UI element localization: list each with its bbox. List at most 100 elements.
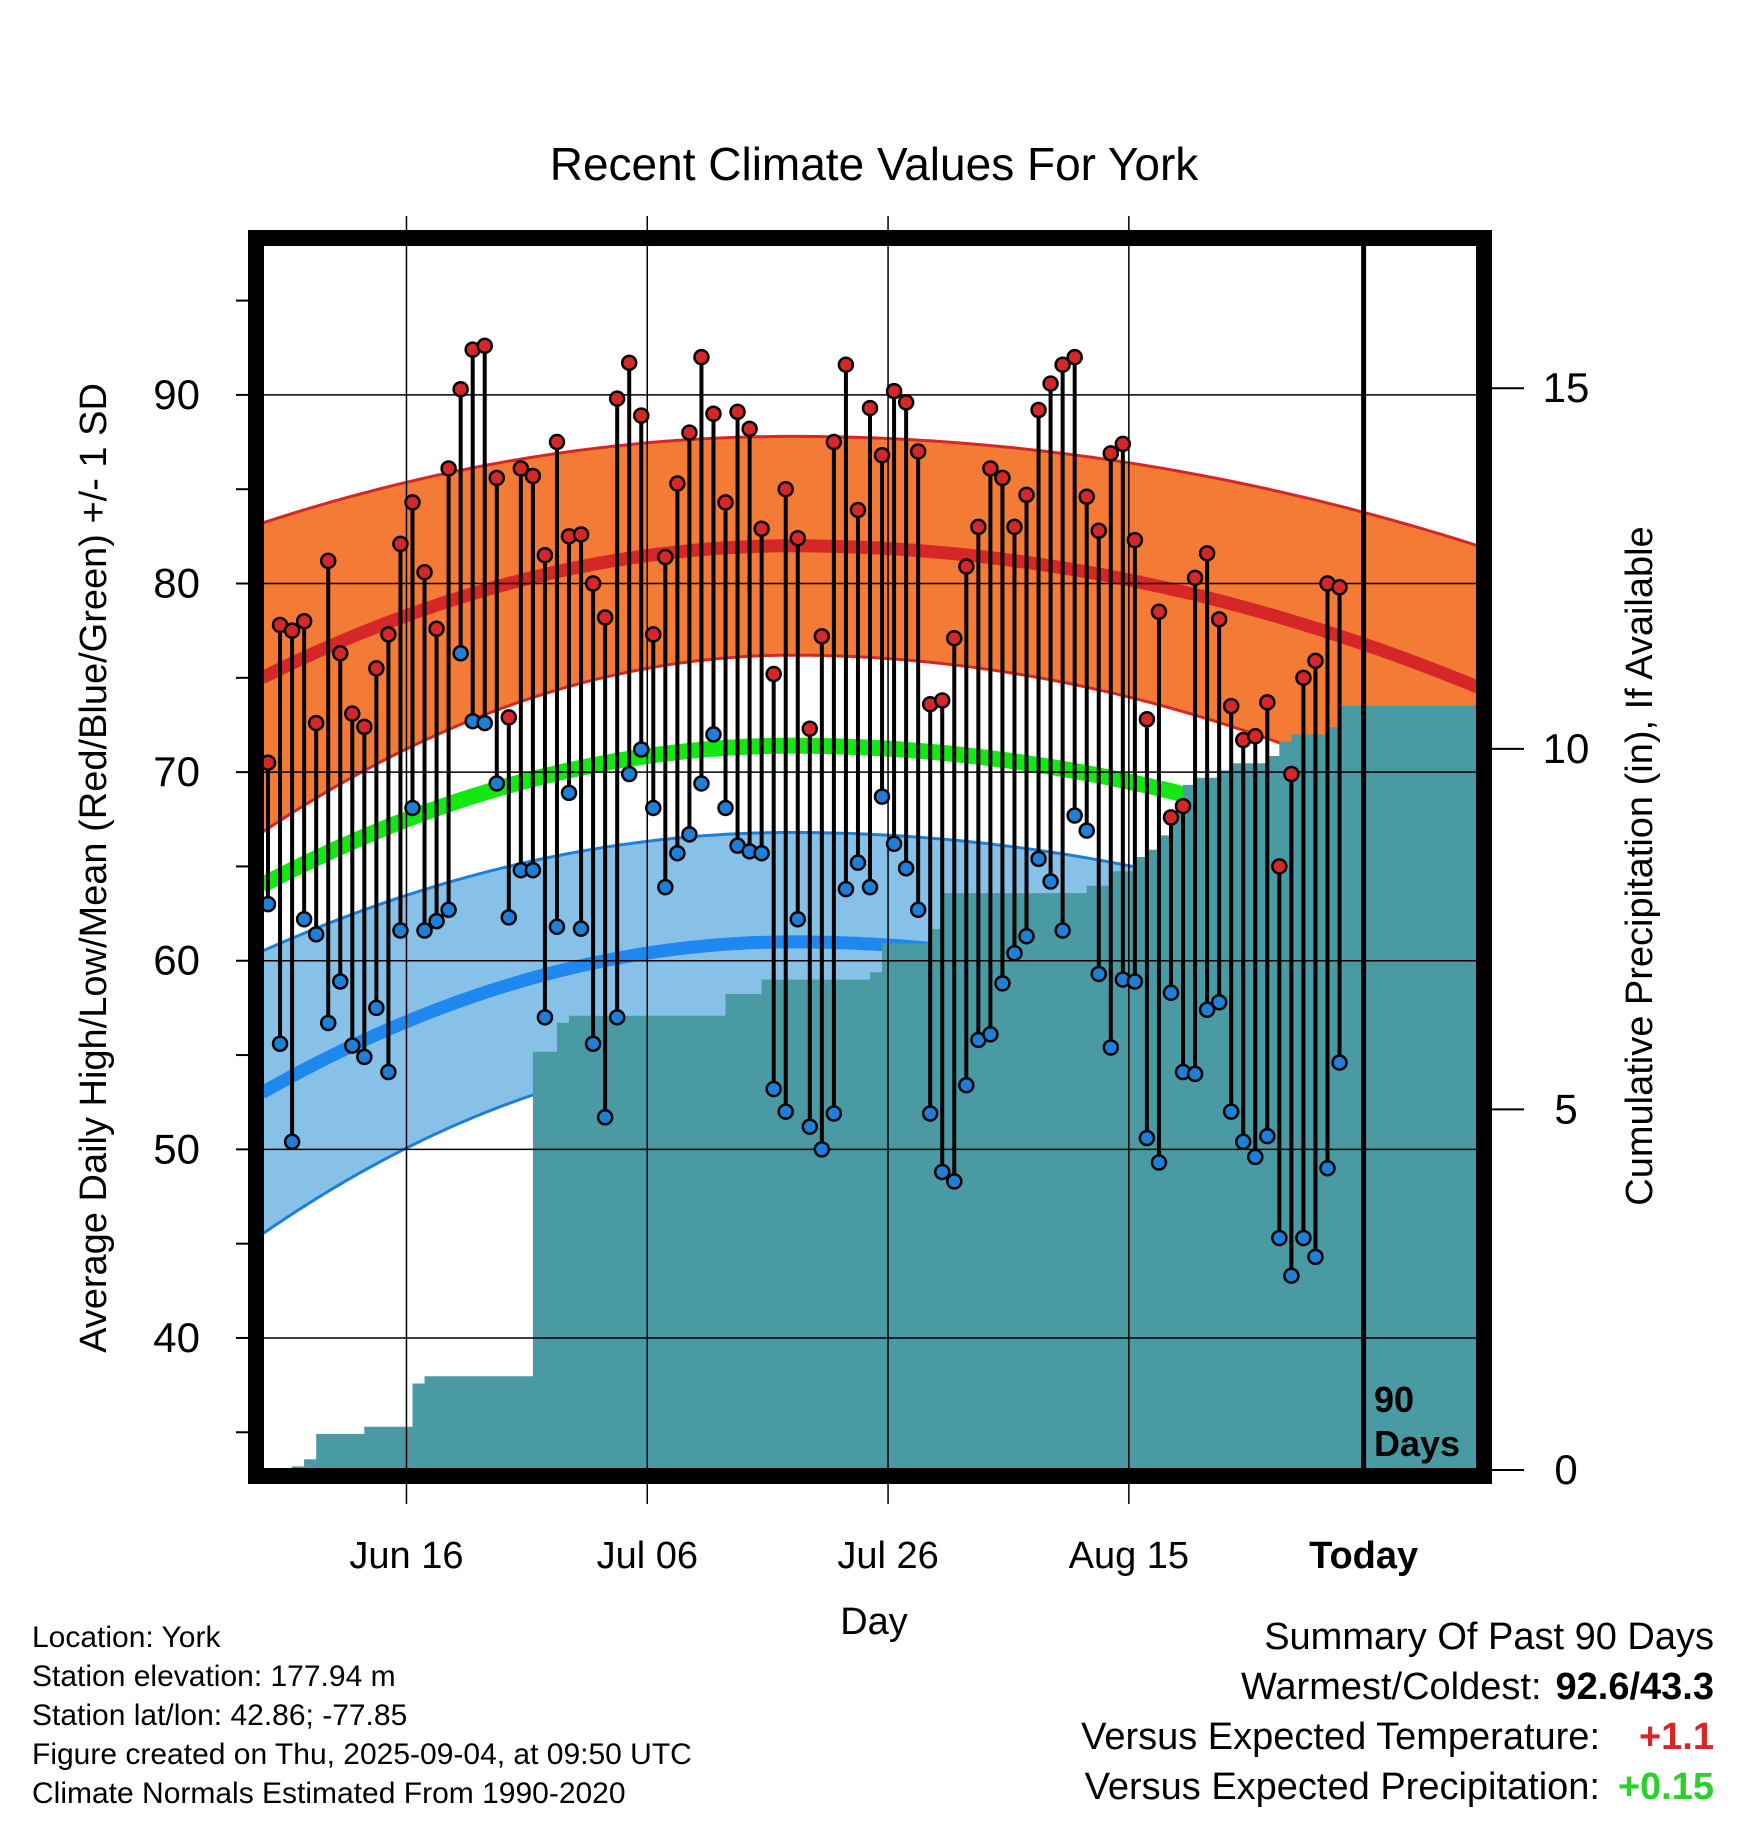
- low-point: [283, 1133, 301, 1151]
- warmest-label: Warmest/Coldest:: [1240, 1666, 1542, 1708]
- normals-text: Climate Normals Estimated From 1990-2020: [32, 1777, 626, 1810]
- high-point: [765, 665, 782, 683]
- plot-frame: [248, 230, 1492, 1484]
- low-point: [1042, 873, 1059, 890]
- high-point: [1198, 545, 1216, 562]
- low-point: [873, 788, 891, 805]
- high-point: [1138, 711, 1156, 728]
- created-text: Figure created on Thu, 2025-09-04, at 09…: [32, 1738, 692, 1771]
- high-point: [572, 526, 590, 543]
- low-point: [657, 878, 674, 896]
- y-tick-label: 50: [153, 1125, 200, 1172]
- low-point: [295, 910, 313, 928]
- precipitation-fill: [262, 705, 1478, 1470]
- high-point: [861, 399, 879, 417]
- low-point: [560, 784, 578, 802]
- low-point: [1234, 1133, 1252, 1151]
- high-point: [1150, 603, 1168, 621]
- low-point: [1222, 1103, 1240, 1120]
- high-point: [789, 529, 807, 547]
- low-point: [307, 926, 325, 943]
- high-point: [1295, 669, 1312, 687]
- precip-row: Versus Expected Precipitation: +0.15: [1081, 1762, 1714, 1812]
- high-point: [344, 705, 361, 722]
- high-point: [1331, 579, 1348, 596]
- high-point: [897, 394, 915, 411]
- x-axis-label: Day: [840, 1601, 908, 1643]
- low-point: [765, 1080, 782, 1098]
- low-point: [344, 1037, 361, 1054]
- low-point: [632, 741, 650, 758]
- low-point: [392, 922, 409, 939]
- x-tick-label: Jul 26: [837, 1535, 938, 1577]
- y-tick-label: 90: [153, 371, 200, 418]
- low-point: [933, 1163, 951, 1181]
- high-point: [1114, 435, 1132, 453]
- low-point: [1078, 822, 1095, 839]
- x-tick-label: Jul 06: [597, 1535, 698, 1577]
- high-point: [837, 356, 855, 373]
- axes: 40 50 60 70 80 90 0 5 10 15 Jun 16 Jul 06 Jul 26 Aug …: [153, 299, 1590, 1577]
- low-point: [380, 1063, 397, 1081]
- low-point: [524, 861, 542, 879]
- low-point: [837, 880, 855, 898]
- low-point: [620, 765, 638, 783]
- today-days-word: Days: [1374, 1423, 1460, 1464]
- y2-tick-label: 15: [1543, 364, 1590, 411]
- low-point: [608, 1009, 626, 1026]
- low-point: [428, 912, 445, 930]
- high-point: [885, 382, 903, 400]
- temp-label: Versus Expected Temperature:: [1081, 1716, 1600, 1758]
- high-point: [813, 628, 831, 645]
- high-point: [717, 494, 734, 511]
- high-point: [428, 620, 445, 638]
- high-point: [452, 380, 469, 398]
- high-point: [1174, 797, 1192, 815]
- high-point: [1090, 522, 1108, 539]
- high-point: [982, 460, 999, 477]
- high-point: [620, 354, 638, 372]
- low-point: [1331, 1054, 1348, 1071]
- low-point: [753, 844, 770, 862]
- low-point: [1150, 1154, 1168, 1171]
- low-point: [982, 1026, 999, 1043]
- high-point: [1066, 348, 1083, 366]
- low-point: [476, 714, 493, 732]
- y-axis-label: Average Daily High/Low/Mean (Red/Blue/Gr…: [73, 383, 115, 1353]
- high-point: [1186, 569, 1204, 587]
- high-point: [946, 629, 963, 647]
- high-point: [476, 337, 493, 355]
- low-point: [1271, 1229, 1288, 1247]
- low-point: [1247, 1148, 1264, 1166]
- low-point: [1210, 993, 1228, 1011]
- low-point: [958, 1076, 975, 1094]
- high-point: [909, 443, 927, 460]
- low-point: [356, 1048, 373, 1066]
- low-point: [801, 1118, 819, 1135]
- high-point: [500, 709, 518, 726]
- high-point: [632, 407, 650, 424]
- high-point: [873, 446, 891, 464]
- low-point: [789, 910, 807, 928]
- high-point: [970, 518, 987, 536]
- high-point: [1283, 765, 1300, 783]
- low-point: [777, 1103, 794, 1120]
- low-point: [440, 901, 457, 919]
- low-point: [717, 799, 734, 817]
- x-tick-label: Aug 15: [1069, 1535, 1189, 1577]
- low-point: [681, 826, 698, 843]
- high-point: [1271, 858, 1288, 875]
- precip-value: +0.15: [1617, 1766, 1714, 1808]
- high-point: [1006, 518, 1023, 536]
- elevation-text: Station elevation: 177.94 m: [32, 1660, 396, 1693]
- y-tick-label: 80: [153, 560, 200, 607]
- low-point: [452, 645, 469, 662]
- high-point: [488, 469, 506, 487]
- high-point: [416, 563, 433, 581]
- low-point: [825, 1105, 843, 1122]
- temp-row: Versus Expected Temperature: +1.1: [1081, 1712, 1714, 1762]
- low-point: [584, 1035, 602, 1052]
- location-text: Location: York: [32, 1621, 221, 1654]
- high-point: [741, 420, 758, 438]
